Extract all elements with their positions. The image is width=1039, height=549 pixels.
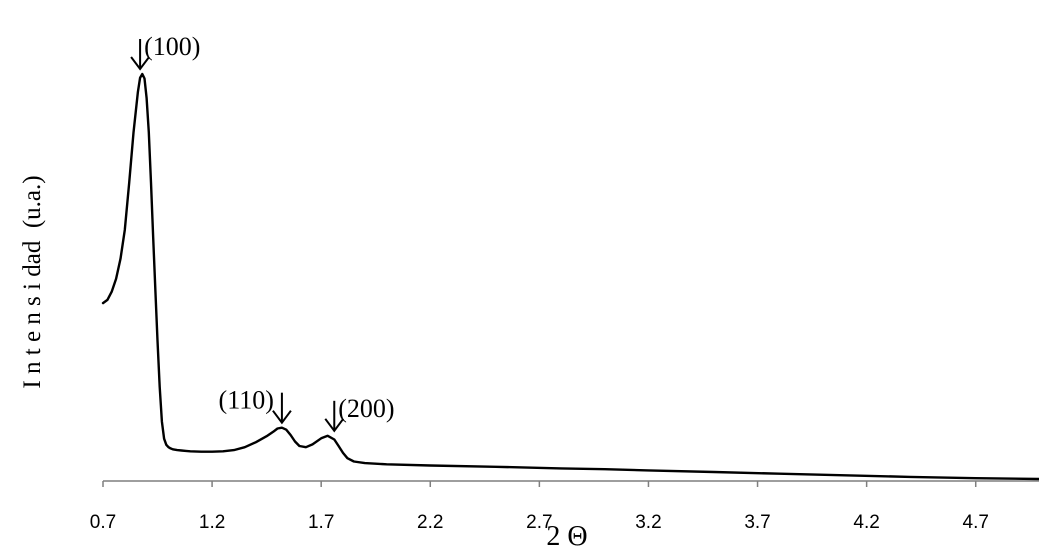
series-line-0 [101,72,1039,481]
tick-label-layer: 0.7 1.2 1.7 2.2 2.7 3.2 3.7 4.2 4.7 [90,512,989,533]
annotation-label: (100) [144,32,200,61]
x-tick-label: 3.2 [635,512,661,533]
x-tick-label: 1.2 [199,512,225,533]
peak-annotation: (200) [324,394,395,433]
annotation-arrow-head [272,410,292,425]
peak-annotation: (100) [130,32,200,71]
x-tick-label: 4.2 [853,512,879,533]
x-tick-label: 3.7 [744,512,770,533]
annotation-arrow-head [324,418,345,433]
series-layer [101,72,1039,481]
x-axis-title: 2 Θ [546,521,587,549]
annotation-label: (200) [338,394,394,423]
annotation-arrow-head [130,56,150,71]
x-tick-label: 4.7 [963,512,989,533]
annotation-label: (110) [219,386,274,415]
x-tick-label: 0.7 [90,512,116,533]
x-tick-label: 2.7 [526,512,552,533]
peak-annotation: (110) [219,386,292,425]
annotation-layer: (100) (110) (200) [130,32,395,433]
x-tick-label: 2.2 [417,512,443,533]
axis-layer [102,480,1039,487]
y-axis-title: I n t e n s i dad (u.a.) [19,175,46,388]
x-tick-label: 1.7 [308,512,334,533]
